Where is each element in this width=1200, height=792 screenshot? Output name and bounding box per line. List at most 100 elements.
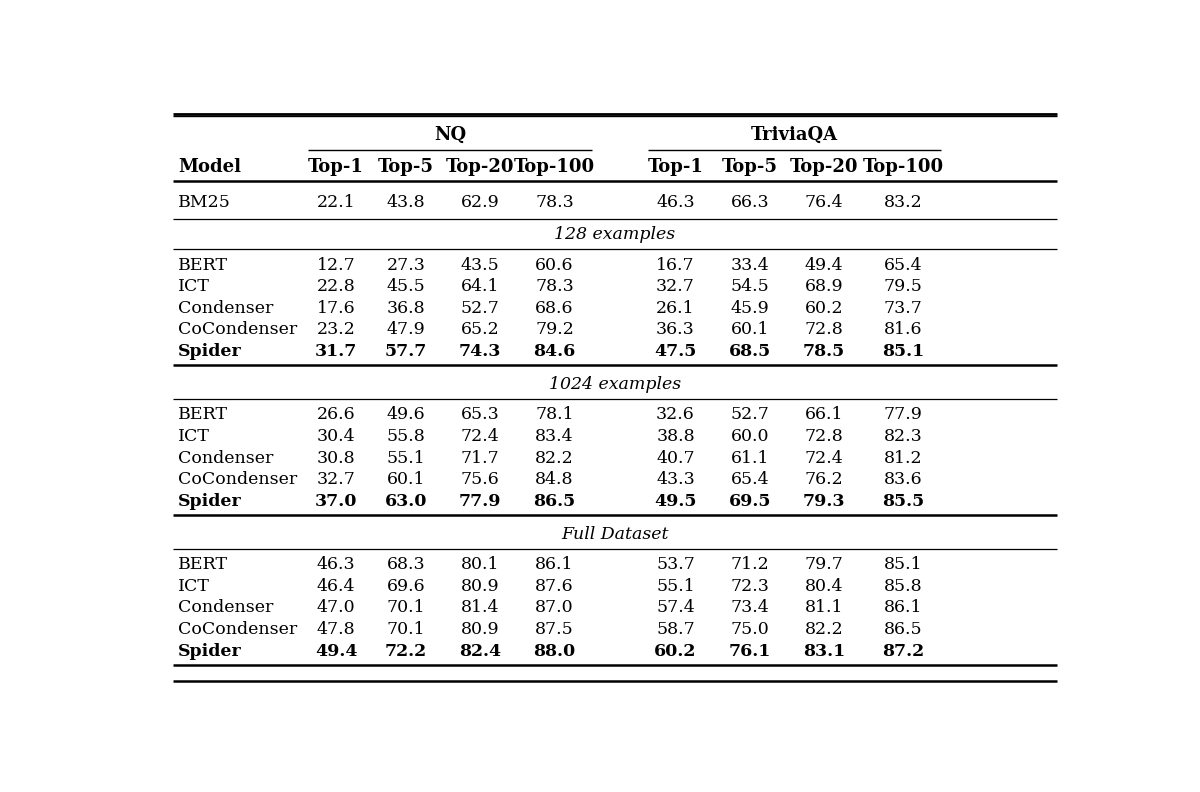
Text: 1024 examples: 1024 examples [548, 376, 682, 394]
Text: 80.1: 80.1 [461, 556, 499, 573]
Text: Full Dataset: Full Dataset [562, 526, 668, 543]
Text: ICT: ICT [178, 278, 210, 295]
Text: 22.1: 22.1 [317, 194, 355, 211]
Text: 85.1: 85.1 [884, 556, 923, 573]
Text: 86.5: 86.5 [534, 493, 576, 510]
Text: Condenser: Condenser [178, 450, 274, 466]
Text: 58.7: 58.7 [656, 621, 695, 638]
Text: Top-20: Top-20 [446, 158, 515, 176]
Text: 72.4: 72.4 [805, 450, 844, 466]
Text: 60.1: 60.1 [386, 471, 425, 488]
Text: 57.4: 57.4 [656, 600, 695, 616]
Text: Top-20: Top-20 [790, 158, 858, 176]
Text: 75.6: 75.6 [461, 471, 499, 488]
Text: 79.2: 79.2 [535, 322, 574, 338]
Text: 27.3: 27.3 [386, 257, 425, 274]
Text: 78.3: 78.3 [535, 278, 574, 295]
Text: 32.7: 32.7 [317, 471, 355, 488]
Text: 83.4: 83.4 [535, 428, 574, 445]
Text: 43.8: 43.8 [386, 194, 425, 211]
Text: 23.2: 23.2 [317, 322, 355, 338]
Text: 40.7: 40.7 [656, 450, 695, 466]
Text: Top-5: Top-5 [378, 158, 433, 176]
Text: ICT: ICT [178, 578, 210, 595]
Text: 81.2: 81.2 [884, 450, 923, 466]
Text: 78.3: 78.3 [535, 194, 574, 211]
Text: 69.6: 69.6 [386, 578, 425, 595]
Text: 46.4: 46.4 [317, 578, 355, 595]
Text: 82.2: 82.2 [535, 450, 574, 466]
Text: 70.1: 70.1 [386, 621, 425, 638]
Text: 36.3: 36.3 [656, 322, 695, 338]
Text: 75.0: 75.0 [731, 621, 769, 638]
Text: Spider: Spider [178, 493, 241, 510]
Text: 61.1: 61.1 [731, 450, 769, 466]
Text: 47.9: 47.9 [386, 322, 425, 338]
Text: 79.7: 79.7 [805, 556, 844, 573]
Text: 43.3: 43.3 [656, 471, 695, 488]
Text: 74.3: 74.3 [458, 343, 502, 360]
Text: CoCondenser: CoCondenser [178, 621, 298, 638]
Text: BERT: BERT [178, 406, 228, 424]
Text: ICT: ICT [178, 428, 210, 445]
Text: 76.4: 76.4 [805, 194, 844, 211]
Text: 65.2: 65.2 [461, 322, 499, 338]
Text: 70.1: 70.1 [386, 600, 425, 616]
Text: 72.8: 72.8 [805, 428, 844, 445]
Text: 38.8: 38.8 [656, 428, 695, 445]
Text: NQ: NQ [434, 126, 466, 143]
Text: Spider: Spider [178, 642, 241, 660]
Text: 128 examples: 128 examples [554, 227, 676, 243]
Text: 68.9: 68.9 [805, 278, 844, 295]
Text: 66.1: 66.1 [805, 406, 844, 424]
Text: 46.3: 46.3 [656, 194, 695, 211]
Text: 83.2: 83.2 [884, 194, 923, 211]
Text: 60.6: 60.6 [535, 257, 574, 274]
Text: 52.7: 52.7 [461, 299, 499, 317]
Text: 12.7: 12.7 [317, 257, 355, 274]
Text: 77.9: 77.9 [458, 493, 502, 510]
Text: 87.2: 87.2 [882, 642, 924, 660]
Text: 88.0: 88.0 [534, 642, 576, 660]
Text: 87.6: 87.6 [535, 578, 574, 595]
Text: 26.6: 26.6 [317, 406, 355, 424]
Text: 81.1: 81.1 [805, 600, 844, 616]
Text: 85.5: 85.5 [882, 493, 924, 510]
Text: CoCondenser: CoCondenser [178, 322, 298, 338]
Text: 66.3: 66.3 [731, 194, 769, 211]
Text: 30.4: 30.4 [317, 428, 355, 445]
Text: Condenser: Condenser [178, 600, 274, 616]
Text: 60.2: 60.2 [654, 642, 697, 660]
Text: 80.9: 80.9 [461, 578, 499, 595]
Text: 32.6: 32.6 [656, 406, 695, 424]
Text: 85.8: 85.8 [884, 578, 923, 595]
Text: 84.6: 84.6 [534, 343, 576, 360]
Text: BM25: BM25 [178, 194, 230, 211]
Text: 64.1: 64.1 [461, 278, 499, 295]
Text: 77.9: 77.9 [884, 406, 923, 424]
Text: 55.1: 55.1 [656, 578, 695, 595]
Text: 87.5: 87.5 [535, 621, 574, 638]
Text: 53.7: 53.7 [656, 556, 695, 573]
Text: 60.1: 60.1 [731, 322, 769, 338]
Text: 68.6: 68.6 [535, 299, 574, 317]
Text: 83.1: 83.1 [803, 642, 845, 660]
Text: 72.4: 72.4 [461, 428, 499, 445]
Text: 72.2: 72.2 [385, 642, 427, 660]
Text: 62.9: 62.9 [461, 194, 499, 211]
Text: 81.4: 81.4 [461, 600, 499, 616]
Text: Top-5: Top-5 [722, 158, 778, 176]
Text: 49.5: 49.5 [654, 493, 697, 510]
Text: 47.8: 47.8 [317, 621, 355, 638]
Text: 68.5: 68.5 [728, 343, 770, 360]
Text: 84.8: 84.8 [535, 471, 574, 488]
Text: 71.2: 71.2 [731, 556, 769, 573]
Text: Top-100: Top-100 [863, 158, 944, 176]
Text: Top-100: Top-100 [514, 158, 595, 176]
Text: 65.4: 65.4 [731, 471, 769, 488]
Text: 30.8: 30.8 [317, 450, 355, 466]
Text: 76.2: 76.2 [805, 471, 844, 488]
Text: 36.8: 36.8 [386, 299, 425, 317]
Text: 60.2: 60.2 [805, 299, 844, 317]
Text: 78.5: 78.5 [803, 343, 845, 360]
